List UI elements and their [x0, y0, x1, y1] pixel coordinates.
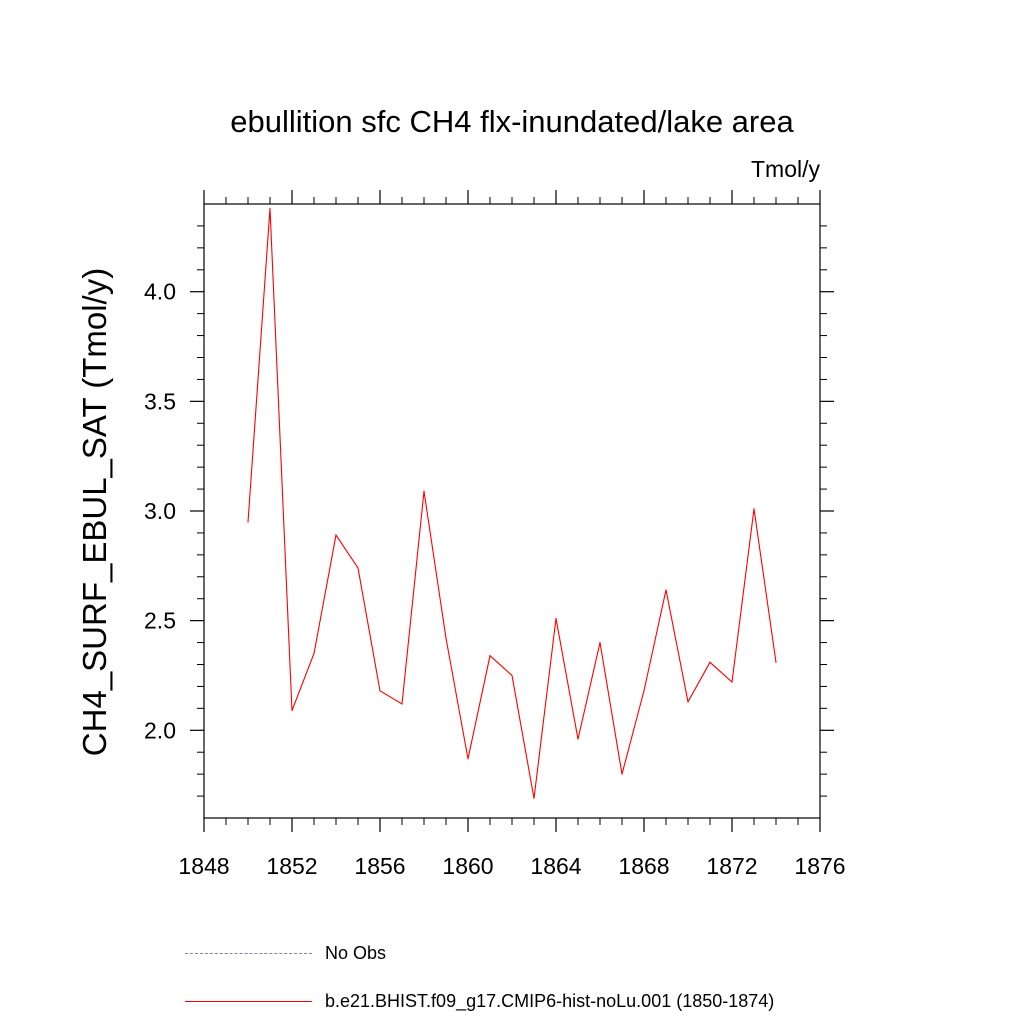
x-tick-label: 1876 — [794, 853, 845, 879]
data-point — [643, 690, 645, 692]
x-tick-label: 1856 — [354, 853, 405, 879]
data-point — [577, 738, 579, 740]
plot-frame — [203, 203, 821, 819]
units-label: Tmol/y — [751, 156, 820, 182]
data-point — [665, 589, 667, 591]
series-line — [247, 208, 777, 799]
data-point — [511, 674, 513, 677]
data-point — [445, 637, 447, 639]
data-point — [533, 797, 535, 799]
x-tick-label: 1852 — [266, 853, 317, 879]
data-point — [423, 490, 425, 492]
x-tick-label: 1868 — [618, 853, 669, 879]
y-tick-label: 3.5 — [144, 388, 176, 414]
data-point — [357, 567, 359, 569]
legend-label: b.e21.BHIST.f09_g17.CMIP6-hist-noLu.001 … — [325, 990, 775, 1011]
data-point — [555, 617, 557, 620]
data-point — [599, 641, 601, 644]
y-tick-label: 3.0 — [144, 498, 176, 524]
x-tick-label: 1860 — [442, 853, 493, 879]
data-point — [313, 652, 315, 655]
data-point — [709, 661, 711, 663]
data-point — [731, 681, 733, 683]
legend-swatch-solid — [185, 1000, 312, 1002]
legend-label: No Obs — [325, 942, 387, 963]
data-point — [753, 508, 755, 510]
x-tick-label: 1848 — [178, 853, 229, 879]
data-point — [467, 758, 469, 760]
data-point — [401, 703, 403, 705]
data-point — [489, 655, 491, 657]
legend-item-model-run: b.e21.BHIST.f09_g17.CMIP6-hist-noLu.001 … — [185, 989, 774, 1013]
x-tick-label: 1872 — [706, 853, 757, 879]
data-point — [247, 521, 249, 523]
chart-title: ebullition sfc CH4 flx-inundated/lake ar… — [230, 104, 794, 139]
x-tick-label: 1864 — [530, 853, 581, 879]
y-tick-label: 4.0 — [144, 279, 176, 305]
data-point — [379, 690, 381, 692]
data-point — [621, 773, 623, 775]
y-tick-label: 2.0 — [144, 717, 176, 743]
legend-swatch-dashed — [185, 952, 312, 954]
data-point — [291, 709, 293, 712]
data-point — [335, 534, 337, 536]
y-tick-label: 2.5 — [144, 608, 176, 634]
data-point — [687, 701, 689, 703]
data-point — [269, 207, 271, 209]
data-point — [775, 661, 777, 663]
legend-item-no-obs: No Obs — [185, 941, 386, 965]
